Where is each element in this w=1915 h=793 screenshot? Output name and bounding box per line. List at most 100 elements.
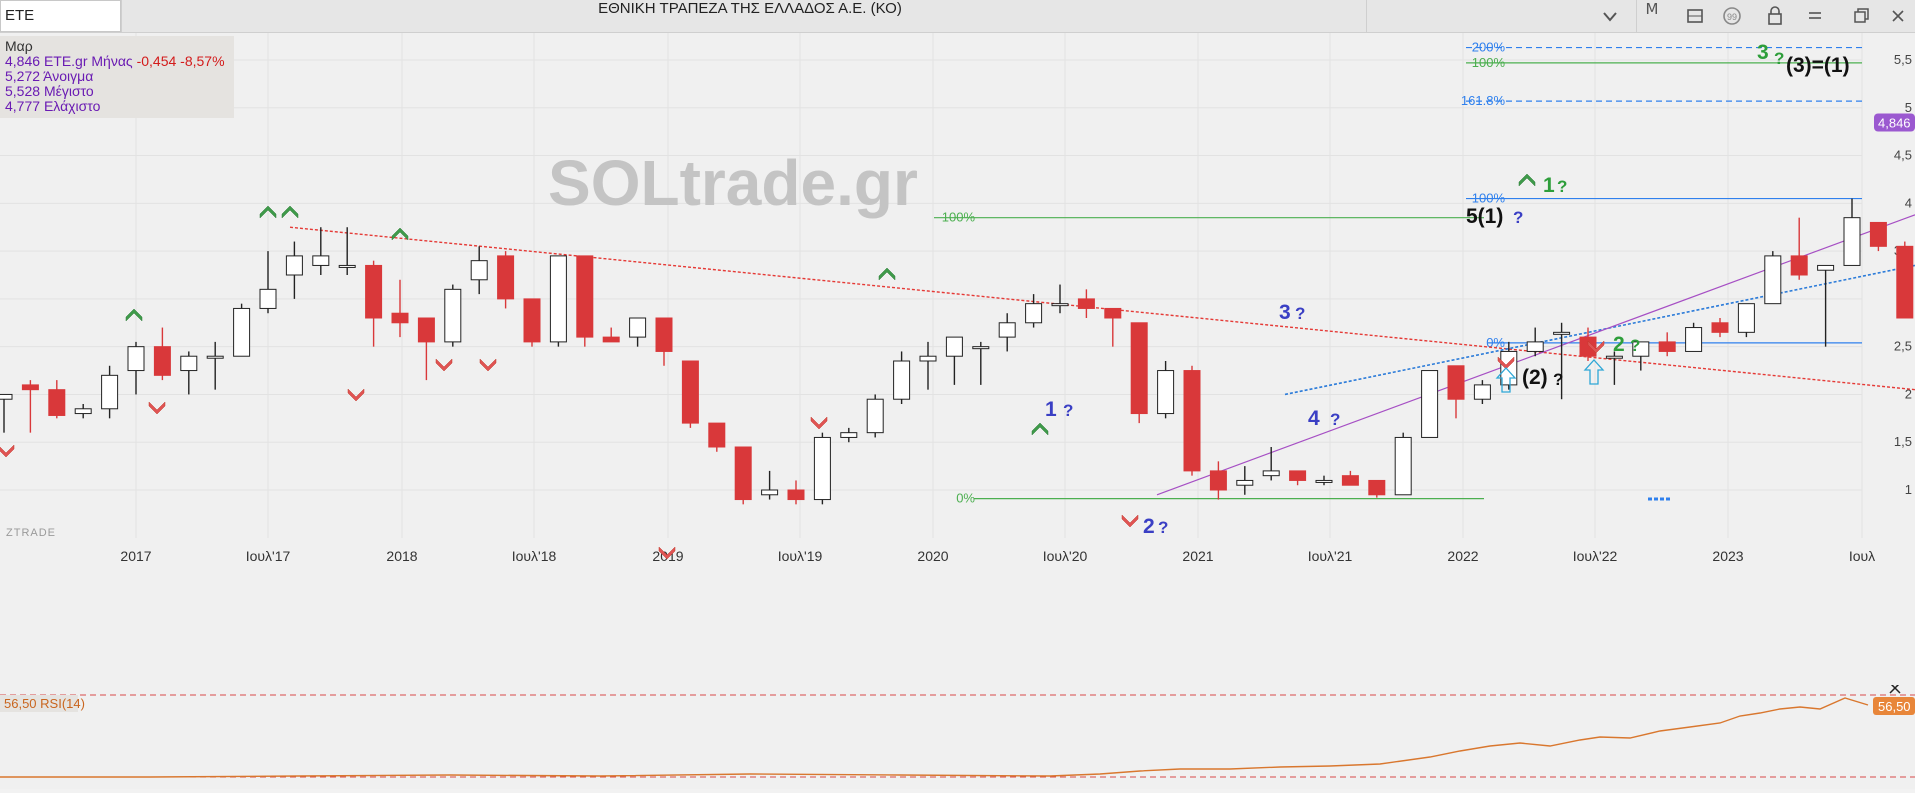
candle-up: [1500, 350, 1518, 386]
quote-icon[interactable]: 99: [1720, 0, 1744, 33]
info-change: -0,454 -8,57%: [136, 53, 225, 69]
y-tick-label: 1,5: [1894, 434, 1912, 449]
x-tick-label: 2022: [1447, 548, 1478, 564]
candle-down: [1658, 341, 1676, 352]
up-marker-icon: [281, 205, 299, 219]
minimize-icon[interactable]: [1803, 0, 1827, 33]
down-marker-icon: [347, 388, 365, 402]
candle-up: [259, 288, 277, 309]
candle-up: [285, 255, 303, 276]
wave-question-mark: ?: [1774, 49, 1784, 68]
candle-down: [1289, 470, 1307, 481]
candle-down: [655, 317, 673, 352]
toolbar-separator: [121, 0, 122, 33]
x-tick-label: Ιουλ'20: [1043, 548, 1088, 564]
candle-up: [1764, 255, 1782, 305]
y-tick-label: 5: [1905, 100, 1912, 115]
wave-question-mark: ?: [1063, 401, 1073, 420]
candle-up: [1315, 479, 1333, 483]
candle-up: [233, 307, 251, 357]
candle-up: [813, 436, 831, 501]
candle-up: [127, 346, 145, 372]
candle-up: [1262, 470, 1280, 477]
candle-up: [338, 264, 356, 268]
toolbar-separator: [1366, 0, 1367, 33]
wave-question-mark: ?: [1557, 177, 1567, 196]
candle-up: [629, 317, 647, 338]
candle-up: [1025, 303, 1043, 324]
candle-down: [787, 489, 805, 501]
candle-up: [1553, 331, 1571, 335]
up-marker-icon: [259, 205, 277, 219]
candle-up: [1236, 479, 1254, 486]
price-tag-text: 4,846: [1878, 115, 1911, 130]
y-tick-label: 4,5: [1894, 148, 1912, 163]
rsi-value-box: [1873, 697, 1915, 715]
close-icon[interactable]: [1886, 0, 1910, 33]
info-low-line: 4,777 Ελάχιστο: [5, 98, 100, 114]
rsi-label: 56,50 RSI(14): [4, 696, 85, 711]
candle-down: [1183, 370, 1201, 472]
candle-down: [523, 298, 541, 343]
candle-up: [1526, 341, 1544, 352]
candle-down: [391, 312, 409, 324]
restore-icon[interactable]: [1849, 0, 1873, 33]
candle-down: [1896, 245, 1914, 319]
x-tick-label: 2017: [120, 548, 151, 564]
vendor-label: ZTRADE: [6, 527, 56, 539]
blue-trendline: [1284, 264, 1915, 396]
candle-up: [1421, 370, 1439, 438]
wave-label-2-blue: 2: [1143, 515, 1155, 538]
down-marker-icon: [435, 358, 453, 372]
candle-up: [0, 393, 13, 400]
y-tick-label: 5,5: [1894, 52, 1912, 67]
candle-up: [1051, 303, 1069, 307]
down-marker-icon: [1121, 514, 1139, 528]
symbol-input[interactable]: ETE: [0, 0, 121, 32]
title-bar: ETE ΕΘΝΙΚΗ ΤΡΑΠΕΖΑ ΤΗΣ ΕΛΛΑΔΟΣ Α.Ε. (ΚΟ)…: [0, 0, 1915, 33]
wave-label-2-green: 2: [1613, 333, 1625, 356]
candle-up: [549, 255, 567, 343]
watermark-text: SOLtrade.gr: [548, 147, 918, 219]
chart-svg[interactable]: SOLtrade.gr ZTRADE 2017 Ιουλ'17 2018 Ιουλ'18 2…: [0, 33, 1915, 685]
down-marker-icon: [148, 401, 166, 415]
candle-up: [1394, 436, 1412, 496]
candle-up: [998, 322, 1016, 338]
fib-level-label: 100%: [1472, 191, 1506, 206]
candle-down: [1579, 336, 1597, 357]
dropdown-chevron-icon[interactable]: [1585, 0, 1635, 33]
candle-down: [681, 360, 699, 424]
rsi-panel[interactable]: 56,50 RSI(14) 56,50: [0, 682, 1915, 789]
down-marker-icon: [1497, 356, 1515, 370]
window-title: ΕΘΝΙΚΗ ΤΡΑΠΕΖΑ ΤΗΣ ΕΛΛΑΔΟΣ Α.Ε. (ΚΟ): [598, 0, 902, 17]
fib-level-label: 0%: [1486, 335, 1505, 350]
layout-icon[interactable]: [1683, 0, 1707, 33]
candle-up: [866, 398, 884, 434]
candle-down: [1209, 470, 1227, 491]
candle-down: [1104, 307, 1122, 319]
candle-down: [417, 317, 435, 343]
fib-level-label: 100%: [1472, 55, 1506, 70]
rsi-svg[interactable]: 56,50 RSI(14) 56,50: [0, 682, 1915, 789]
up-marker-icon: [1518, 173, 1536, 187]
candle-down: [602, 336, 620, 343]
svg-text:99: 99: [1727, 12, 1737, 22]
rsi-value-text: 56,50: [1878, 699, 1911, 714]
x-tick-label: Ιουλ'22: [1573, 548, 1618, 564]
candle-down: [1447, 365, 1465, 400]
x-tick-label: Ιουλ'21: [1308, 548, 1353, 564]
candle-up: [1473, 384, 1491, 400]
fib-level-label: 200%: [1472, 40, 1506, 55]
candle-down: [365, 264, 383, 319]
lock-icon[interactable]: [1763, 0, 1787, 33]
wave-question-mark: ?: [1630, 336, 1640, 355]
period-button[interactable]: M: [1645, 0, 1659, 18]
candle-up: [840, 432, 858, 438]
candle-up: [180, 355, 198, 372]
y-tick-label: 4: [1905, 195, 1912, 210]
info-open-line: 5,272 Άνοιγμα: [5, 68, 93, 84]
price-chart[interactable]: SOLtrade.gr ZTRADE 2017 Ιουλ'17 2018 Ιουλ'18 2…: [0, 33, 1915, 685]
up-marker-icon: [878, 267, 896, 281]
wave-label-3-eq-1: (3)=(1): [1786, 54, 1850, 77]
info-last-line: 4,846 ETE.gr Μήνας -0,454 -8,57%: [5, 53, 225, 69]
